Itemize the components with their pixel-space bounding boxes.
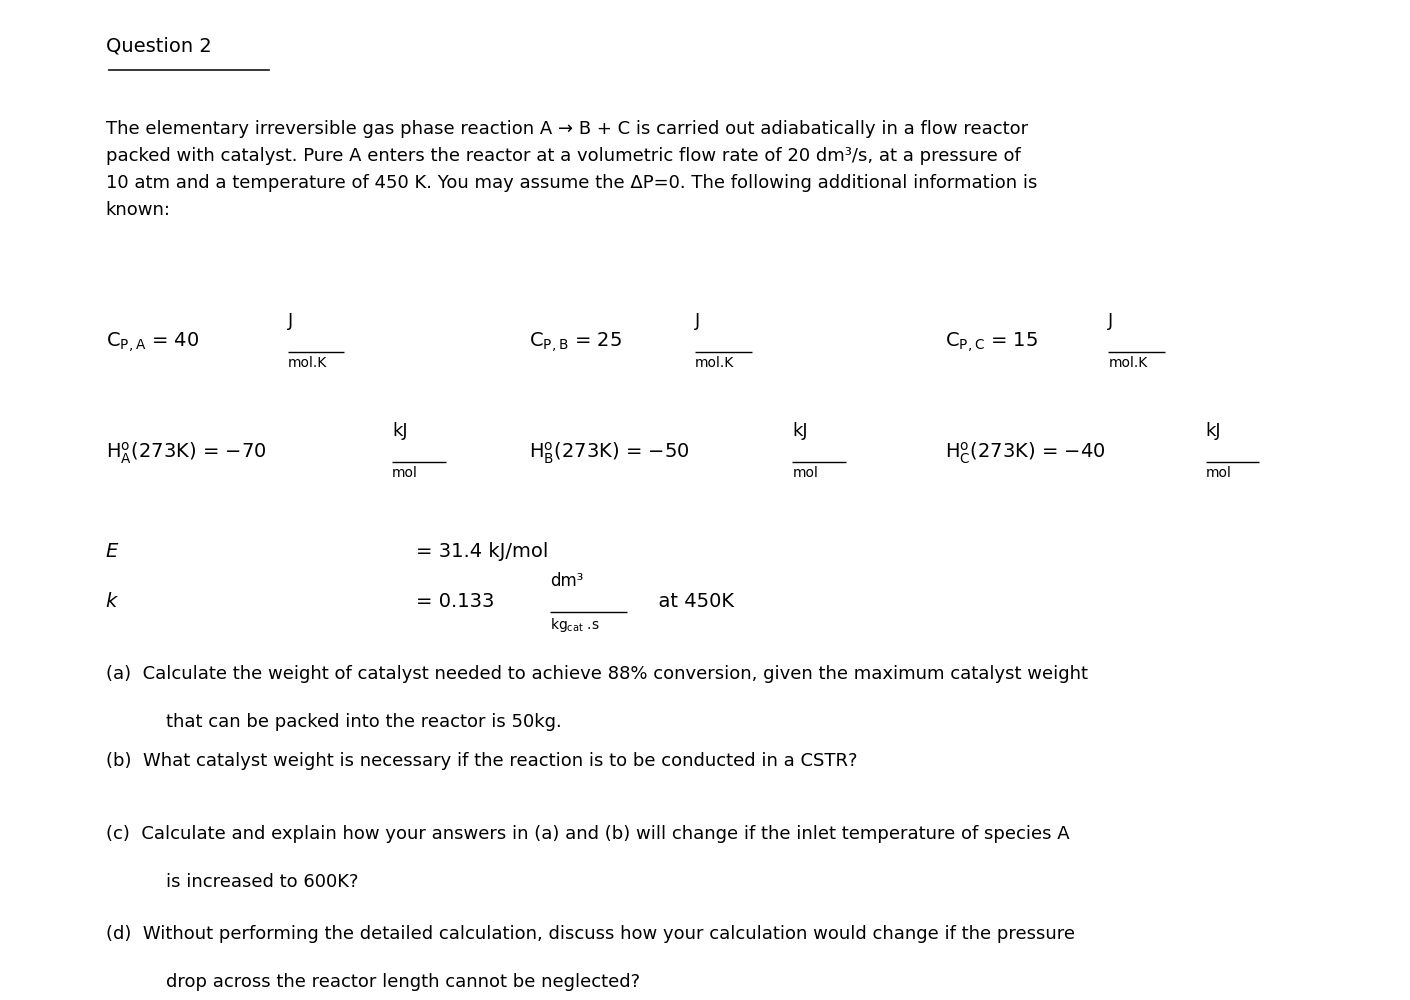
Text: mol: mol [1206, 466, 1231, 480]
Text: drop across the reactor length cannot be neglected?: drop across the reactor length cannot be… [166, 973, 640, 991]
Text: $\mathregular{H_A^o}$(273K) = −70: $\mathregular{H_A^o}$(273K) = −70 [106, 440, 268, 466]
Text: J: J [1108, 312, 1114, 330]
Text: dm³: dm³ [550, 572, 584, 590]
Text: $\mathregular{H_B^o}$(273K) = −50: $\mathregular{H_B^o}$(273K) = −50 [529, 440, 691, 466]
Text: $\mathregular{C_{P,A}}$ = 40: $\mathregular{C_{P,A}}$ = 40 [106, 330, 200, 354]
Text: mol.K: mol.K [288, 356, 327, 370]
Text: (a)  Calculate the weight of catalyst needed to achieve 88% conversion, given th: (a) Calculate the weight of catalyst nee… [106, 665, 1087, 683]
Text: mol.K: mol.K [1108, 356, 1148, 370]
Text: k: k [106, 592, 117, 611]
Text: mol: mol [792, 466, 818, 480]
Text: kg$_{\mathregular{cat}}$ .s: kg$_{\mathregular{cat}}$ .s [550, 616, 599, 634]
Text: mol.K: mol.K [695, 356, 735, 370]
Text: = 0.133: = 0.133 [416, 592, 501, 611]
Text: (b)  What catalyst weight is necessary if the reaction is to be conducted in a C: (b) What catalyst weight is necessary if… [106, 752, 857, 770]
Text: $\mathregular{H_C^o}$(273K) = −40: $\mathregular{H_C^o}$(273K) = −40 [945, 440, 1107, 466]
Text: kJ: kJ [1206, 422, 1221, 440]
Text: Question 2: Question 2 [106, 37, 212, 56]
Text: (c)  Calculate and explain how your answers in (a) and (b) will change if the in: (c) Calculate and explain how your answe… [106, 825, 1069, 843]
Text: kJ: kJ [392, 422, 407, 440]
Text: (d)  Without performing the detailed calculation, discuss how your calculation w: (d) Without performing the detailed calc… [106, 925, 1074, 943]
Text: $\mathregular{C_{P,C}}$ = 15: $\mathregular{C_{P,C}}$ = 15 [945, 330, 1039, 354]
Text: that can be packed into the reactor is 50kg.: that can be packed into the reactor is 5… [166, 713, 563, 731]
Text: $\mathregular{C_{P,B}}$ = 25: $\mathregular{C_{P,B}}$ = 25 [529, 330, 623, 354]
Text: is increased to 600K?: is increased to 600K? [166, 873, 360, 891]
Text: J: J [695, 312, 701, 330]
Text: at 450K: at 450K [646, 592, 733, 611]
Text: E: E [106, 542, 118, 561]
Text: The elementary irreversible gas phase reaction A → B + C is carried out adiabati: The elementary irreversible gas phase re… [106, 120, 1038, 219]
Text: mol: mol [392, 466, 417, 480]
Text: kJ: kJ [792, 422, 808, 440]
Text: J: J [288, 312, 293, 330]
Text: = 31.4 kJ/mol: = 31.4 kJ/mol [416, 542, 548, 561]
